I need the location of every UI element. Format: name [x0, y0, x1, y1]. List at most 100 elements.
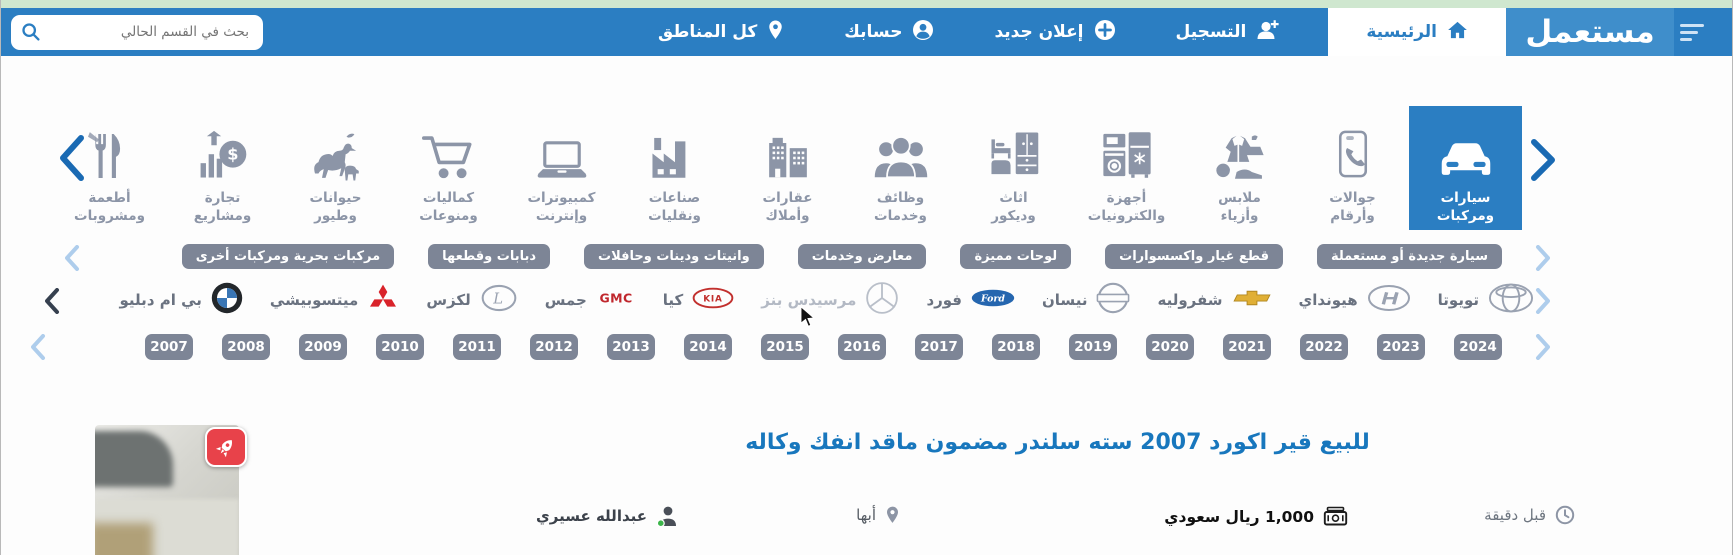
subcategory-chip[interactable]: دبابات وقطعها — [428, 244, 551, 269]
category-label: وظائف — [876, 190, 925, 206]
brands-next-chevron[interactable] — [1535, 288, 1550, 314]
subcategory-chip[interactable]: سيارة جديدة أو مستعملة — [1316, 244, 1502, 269]
brand-name: فورد — [926, 291, 962, 309]
people-group-icon — [844, 118, 957, 182]
laptop-icon — [505, 118, 618, 182]
subcategory-chip[interactable]: وانيتات ودينات وحافلات — [584, 244, 764, 269]
year-chip[interactable]: 2012 — [530, 334, 578, 360]
year-chip[interactable]: 2014 — [684, 334, 732, 360]
year-chip[interactable]: 2023 — [1377, 334, 1425, 360]
subcategory-chip[interactable]: معارض وخدمات — [797, 244, 927, 269]
category-label: عقارات — [762, 190, 813, 206]
year-chip[interactable]: 2024 — [1454, 334, 1502, 360]
category-item-cars[interactable]: سيارات ومركبات — [1409, 106, 1522, 230]
year-chip[interactable]: 2016 — [838, 334, 886, 360]
years-prev-chevron[interactable] — [31, 334, 46, 360]
year-chip[interactable]: 2021 — [1223, 334, 1271, 360]
money-icon — [1323, 506, 1348, 526]
category-item-computers[interactable]: كمبيوترات وإنترنت — [505, 106, 618, 234]
brand-name: تويوتا — [1437, 291, 1479, 309]
year-chip[interactable]: 2007 — [145, 334, 193, 360]
categories-next-chevron[interactable] — [1530, 138, 1556, 182]
brand-item-mitsubishi[interactable]: ميتسوبيشي — [270, 284, 399, 316]
years-next-chevron[interactable] — [1535, 334, 1550, 360]
nav-item-register[interactable]: التسجيل — [1146, 8, 1311, 56]
year-chip[interactable]: 2010 — [376, 334, 424, 360]
brands-prev-chevron[interactable] — [45, 288, 60, 314]
search-box — [11, 14, 263, 50]
subcategory-chip[interactable]: قطع غيار واكسسوارات — [1105, 244, 1283, 269]
listing-seller[interactable]: عبدالله عسيري — [536, 505, 679, 527]
lexus-letter: L — [492, 290, 503, 307]
nav-label: حسابك — [844, 22, 903, 42]
brand-item-mercedes[interactable]: مرسيدس بنز — [761, 281, 899, 319]
nav-item-account[interactable]: حسابك — [814, 8, 964, 56]
year-chip[interactable]: 2013 — [607, 334, 655, 360]
category-item-realestate[interactable]: عقارات وأملاك — [731, 106, 844, 234]
category-item-jobs[interactable]: وظائف وخدمات — [844, 106, 957, 234]
year-chip[interactable]: 2022 — [1300, 334, 1348, 360]
nav-item-home[interactable]: الرئيسية — [1328, 8, 1506, 56]
category-item-misc[interactable]: كماليات ومنوعات — [392, 106, 505, 234]
nav-label: إعلان جديد — [994, 22, 1084, 42]
brand-item-hyundai[interactable]: هيونداي — [1299, 284, 1411, 316]
brand-item-nissan[interactable]: نيسان — [1042, 281, 1130, 319]
year-chip[interactable]: 2011 — [453, 334, 501, 360]
listing-title-link[interactable]: للبيع قير اكورد 2007 سته سلندر مضمون ماق… — [745, 430, 1370, 455]
category-item-electronics[interactable]: أجهزة والكترونيات — [1070, 106, 1183, 234]
year-chip[interactable]: 2008 — [222, 334, 270, 360]
brand-item-gmc[interactable]: GMC جمس — [545, 289, 636, 311]
brand-item-chevrolet[interactable]: شفروليه — [1157, 290, 1271, 310]
nav-label: الرئيسية — [1366, 22, 1437, 42]
time-text: قبل دقيقة — [1484, 506, 1546, 524]
nav-item-new-ad[interactable]: إعلان جديد — [964, 8, 1145, 56]
seller-avatar-icon — [656, 506, 676, 527]
gmc-logo-icon: GMC — [596, 289, 636, 311]
subcategory-chip[interactable]: لوحات مميزة — [960, 244, 1072, 269]
site-logo[interactable]: مستعمل — [1506, 8, 1674, 56]
listing-time: قبل دقيقة — [1484, 505, 1575, 525]
brand-item-lexus[interactable]: L لكزس — [426, 284, 517, 316]
hamburger-line — [1680, 37, 1692, 41]
brands-carousel: تويوتا هيونداي شفروليه نيسان Ford فورد — [71, 281, 1534, 319]
car-photo-foreground — [95, 523, 153, 555]
brand-item-bmw[interactable]: بي ام دبليو — [120, 282, 243, 318]
category-item-food[interactable]: أطعمة ومشروبات — [53, 106, 166, 234]
year-chip[interactable]: 2019 — [1069, 334, 1117, 360]
category-item-furniture[interactable]: اثاث وديكور — [957, 106, 1070, 234]
top-strip — [1, 0, 1732, 8]
category-item-phones[interactable]: جوالات وأرقام — [1296, 106, 1409, 234]
gmc-letters: GMC — [599, 291, 632, 306]
category-item-trade[interactable]: $ تجارة ومشاريع — [166, 106, 279, 234]
category-item-clothes[interactable]: ملابس وأزياء — [1183, 106, 1296, 234]
brand-item-kia[interactable]: KIA كيا — [663, 287, 734, 313]
brand-item-toyota[interactable]: تويوتا — [1438, 282, 1534, 318]
subcategories-prev-chevron[interactable] — [65, 245, 80, 271]
lexus-logo-icon: L — [480, 284, 518, 316]
dollar-glyph: $ — [227, 145, 238, 164]
brand-name: هيونداي — [1298, 291, 1358, 309]
year-chip[interactable]: 2020 — [1146, 334, 1194, 360]
brand-name: مرسيدس بنز — [761, 291, 857, 309]
subcategory-chip[interactable]: مركبات بحرية ومركبات أخرى — [181, 244, 395, 269]
city-text: أبها — [856, 506, 876, 524]
search-input[interactable] — [11, 14, 263, 50]
nav-item-all-regions[interactable]: كل المناطق — [628, 8, 814, 56]
brand-item-ford[interactable]: Ford فورد — [926, 289, 1015, 311]
year-chip[interactable]: 2009 — [299, 334, 347, 360]
subcategories-next-chevron[interactable] — [1535, 245, 1550, 271]
category-item-animals[interactable]: حيوانات وطيور — [279, 106, 392, 234]
year-chip[interactable]: 2017 — [915, 334, 963, 360]
toyota-logo-icon — [1488, 282, 1534, 318]
search-icon — [21, 22, 41, 46]
appliances-icon — [1070, 118, 1183, 182]
clothes-icon — [1183, 118, 1296, 182]
kia-logo-icon: KIA — [692, 287, 734, 313]
hamburger-menu-button[interactable] — [1674, 8, 1732, 56]
categories-prev-chevron[interactable] — [59, 134, 85, 182]
category-item-industry[interactable]: صناعات ونقليات — [618, 106, 731, 234]
year-chip[interactable]: 2018 — [992, 334, 1040, 360]
car-photo-window — [95, 431, 173, 487]
year-chip[interactable]: 2015 — [761, 334, 809, 360]
